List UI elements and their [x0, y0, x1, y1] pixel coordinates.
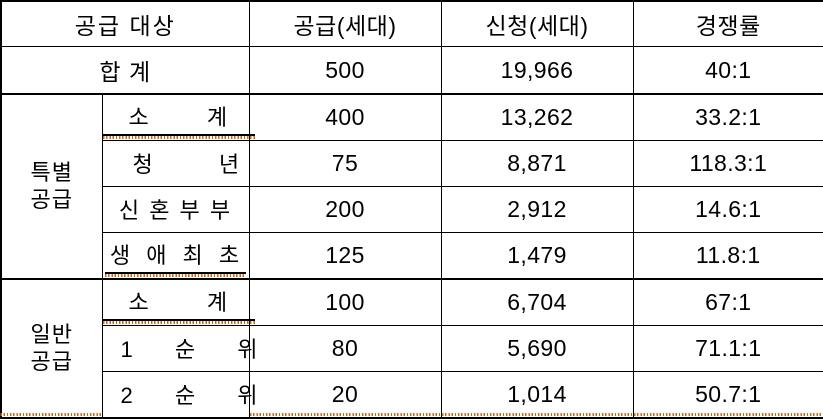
col-header-rate: 경쟁률 — [632, 0, 823, 47]
total-row-label-cell: 합 계 — [0, 46, 250, 95]
total-row-label: 합 계 — [99, 59, 152, 85]
rate-special-newlywed: 14.6:1 — [632, 186, 823, 233]
apply-general-rank2: 1,014 — [440, 371, 634, 419]
group-label-general: 일반 공급 — [0, 278, 103, 419]
col-header-target: 공급 대상 — [0, 0, 250, 47]
item-cell-special-firsttime: 생 애 최 초 — [101, 232, 250, 280]
group-label-general-line2: 공급 — [30, 348, 73, 374]
table-row-general-rank1: 1 순 위 80 5,690 71.1:1 — [1, 325, 823, 372]
item-label-special-youth: 청 년 — [132, 151, 270, 177]
table-row-special-subtotal: 특별 공급 소 계 400 13,262 33.2:1 — [0, 93, 823, 280]
item-label-special-subtotal: 소 계 — [102, 100, 256, 139]
item-label-special-firsttime: 생 애 최 초 — [104, 238, 247, 277]
group-label-general-line1: 일반 — [30, 321, 73, 347]
rate-special-subtotal: 33.2:1 — [632, 93, 823, 141]
table-row-special-firsttime: 생 애 최 초 125 1,479 11.8:1 — [1, 232, 823, 280]
rate-general-rank1: 71.1:1 — [632, 325, 823, 372]
supply-statistics-table-container: 공급 대상 공급(세대) 신청(세대) 경쟁률 합 계 500 19,966 4… — [0, 0, 823, 410]
table-row-general-subtotal: 일반 공급 소 계 100 6,704 67:1 — [0, 278, 823, 419]
col-header-supply: 공급(세대) — [248, 0, 442, 47]
supply-general-subtotal: 100 — [248, 278, 442, 326]
item-label-special-newlywed: 신 혼 부 부 — [118, 197, 233, 223]
table-row-total: 합 계 500 19,966 40:1 — [0, 46, 823, 95]
apply-special-firsttime: 1,479 — [440, 232, 634, 280]
table-body: 합 계 500 19,966 40:1 특별 공급 소 계 400 13,262… — [0, 46, 823, 419]
total-row-apply: 19,966 — [440, 46, 634, 95]
apply-general-subtotal: 6,704 — [440, 278, 634, 326]
item-cell-special-newlywed: 신 혼 부 부 — [101, 186, 250, 233]
supply-special-firsttime: 125 — [248, 232, 442, 280]
col-header-apply: 신청(세대) — [440, 0, 634, 47]
supply-general-rank2: 20 — [248, 371, 442, 419]
group-label-special-line2: 공급 — [30, 186, 73, 212]
supply-special-newlywed: 200 — [248, 186, 442, 233]
table-row-special-newlywed: 신 혼 부 부 200 2,912 14.6:1 — [1, 186, 823, 233]
table-row-general-rank2: 2 순 위 20 1,014 50.7:1 — [1, 371, 823, 419]
apply-special-subtotal: 13,262 — [440, 93, 634, 141]
total-row-supply: 500 — [248, 46, 442, 95]
rate-special-firsttime: 11.8:1 — [632, 232, 823, 280]
group-label-special: 특별 공급 — [0, 93, 103, 280]
header-row: 공급 대상 공급(세대) 신청(세대) 경쟁률 — [0, 0, 823, 47]
rate-general-rank2: 50.7:1 — [632, 371, 823, 419]
item-cell-general-subtotal: 소 계 — [101, 278, 256, 326]
total-row-rate: 40:1 — [632, 46, 823, 95]
rate-special-youth: 118.3:1 — [632, 140, 823, 187]
item-label-general-subtotal: 소 계 — [102, 285, 256, 324]
item-label-general-rank2: 2 순 위 — [120, 382, 276, 408]
item-label-general-rank1: 1 순 위 — [120, 336, 276, 362]
item-cell-special-subtotal: 소 계 — [101, 93, 256, 141]
item-cell-general-rank1: 1 순 위 — [101, 325, 257, 372]
supply-general-rank1: 80 — [248, 325, 442, 372]
table-row-special-youth: 청 년 75 8,871 118.3:1 — [1, 140, 823, 187]
item-cell-special-youth: 청 년 — [101, 140, 250, 187]
apply-special-youth: 8,871 — [440, 140, 634, 187]
group-label-special-line1: 특별 — [30, 159, 73, 185]
supply-special-youth: 75 — [248, 140, 442, 187]
supply-special-subtotal: 400 — [248, 93, 442, 141]
item-cell-general-rank2: 2 순 위 — [101, 371, 257, 419]
rate-general-subtotal: 67:1 — [632, 278, 823, 326]
apply-general-rank1: 5,690 — [440, 325, 634, 372]
apply-special-newlywed: 2,912 — [440, 186, 634, 233]
table-header: 공급 대상 공급(세대) 신청(세대) 경쟁률 — [0, 0, 823, 47]
